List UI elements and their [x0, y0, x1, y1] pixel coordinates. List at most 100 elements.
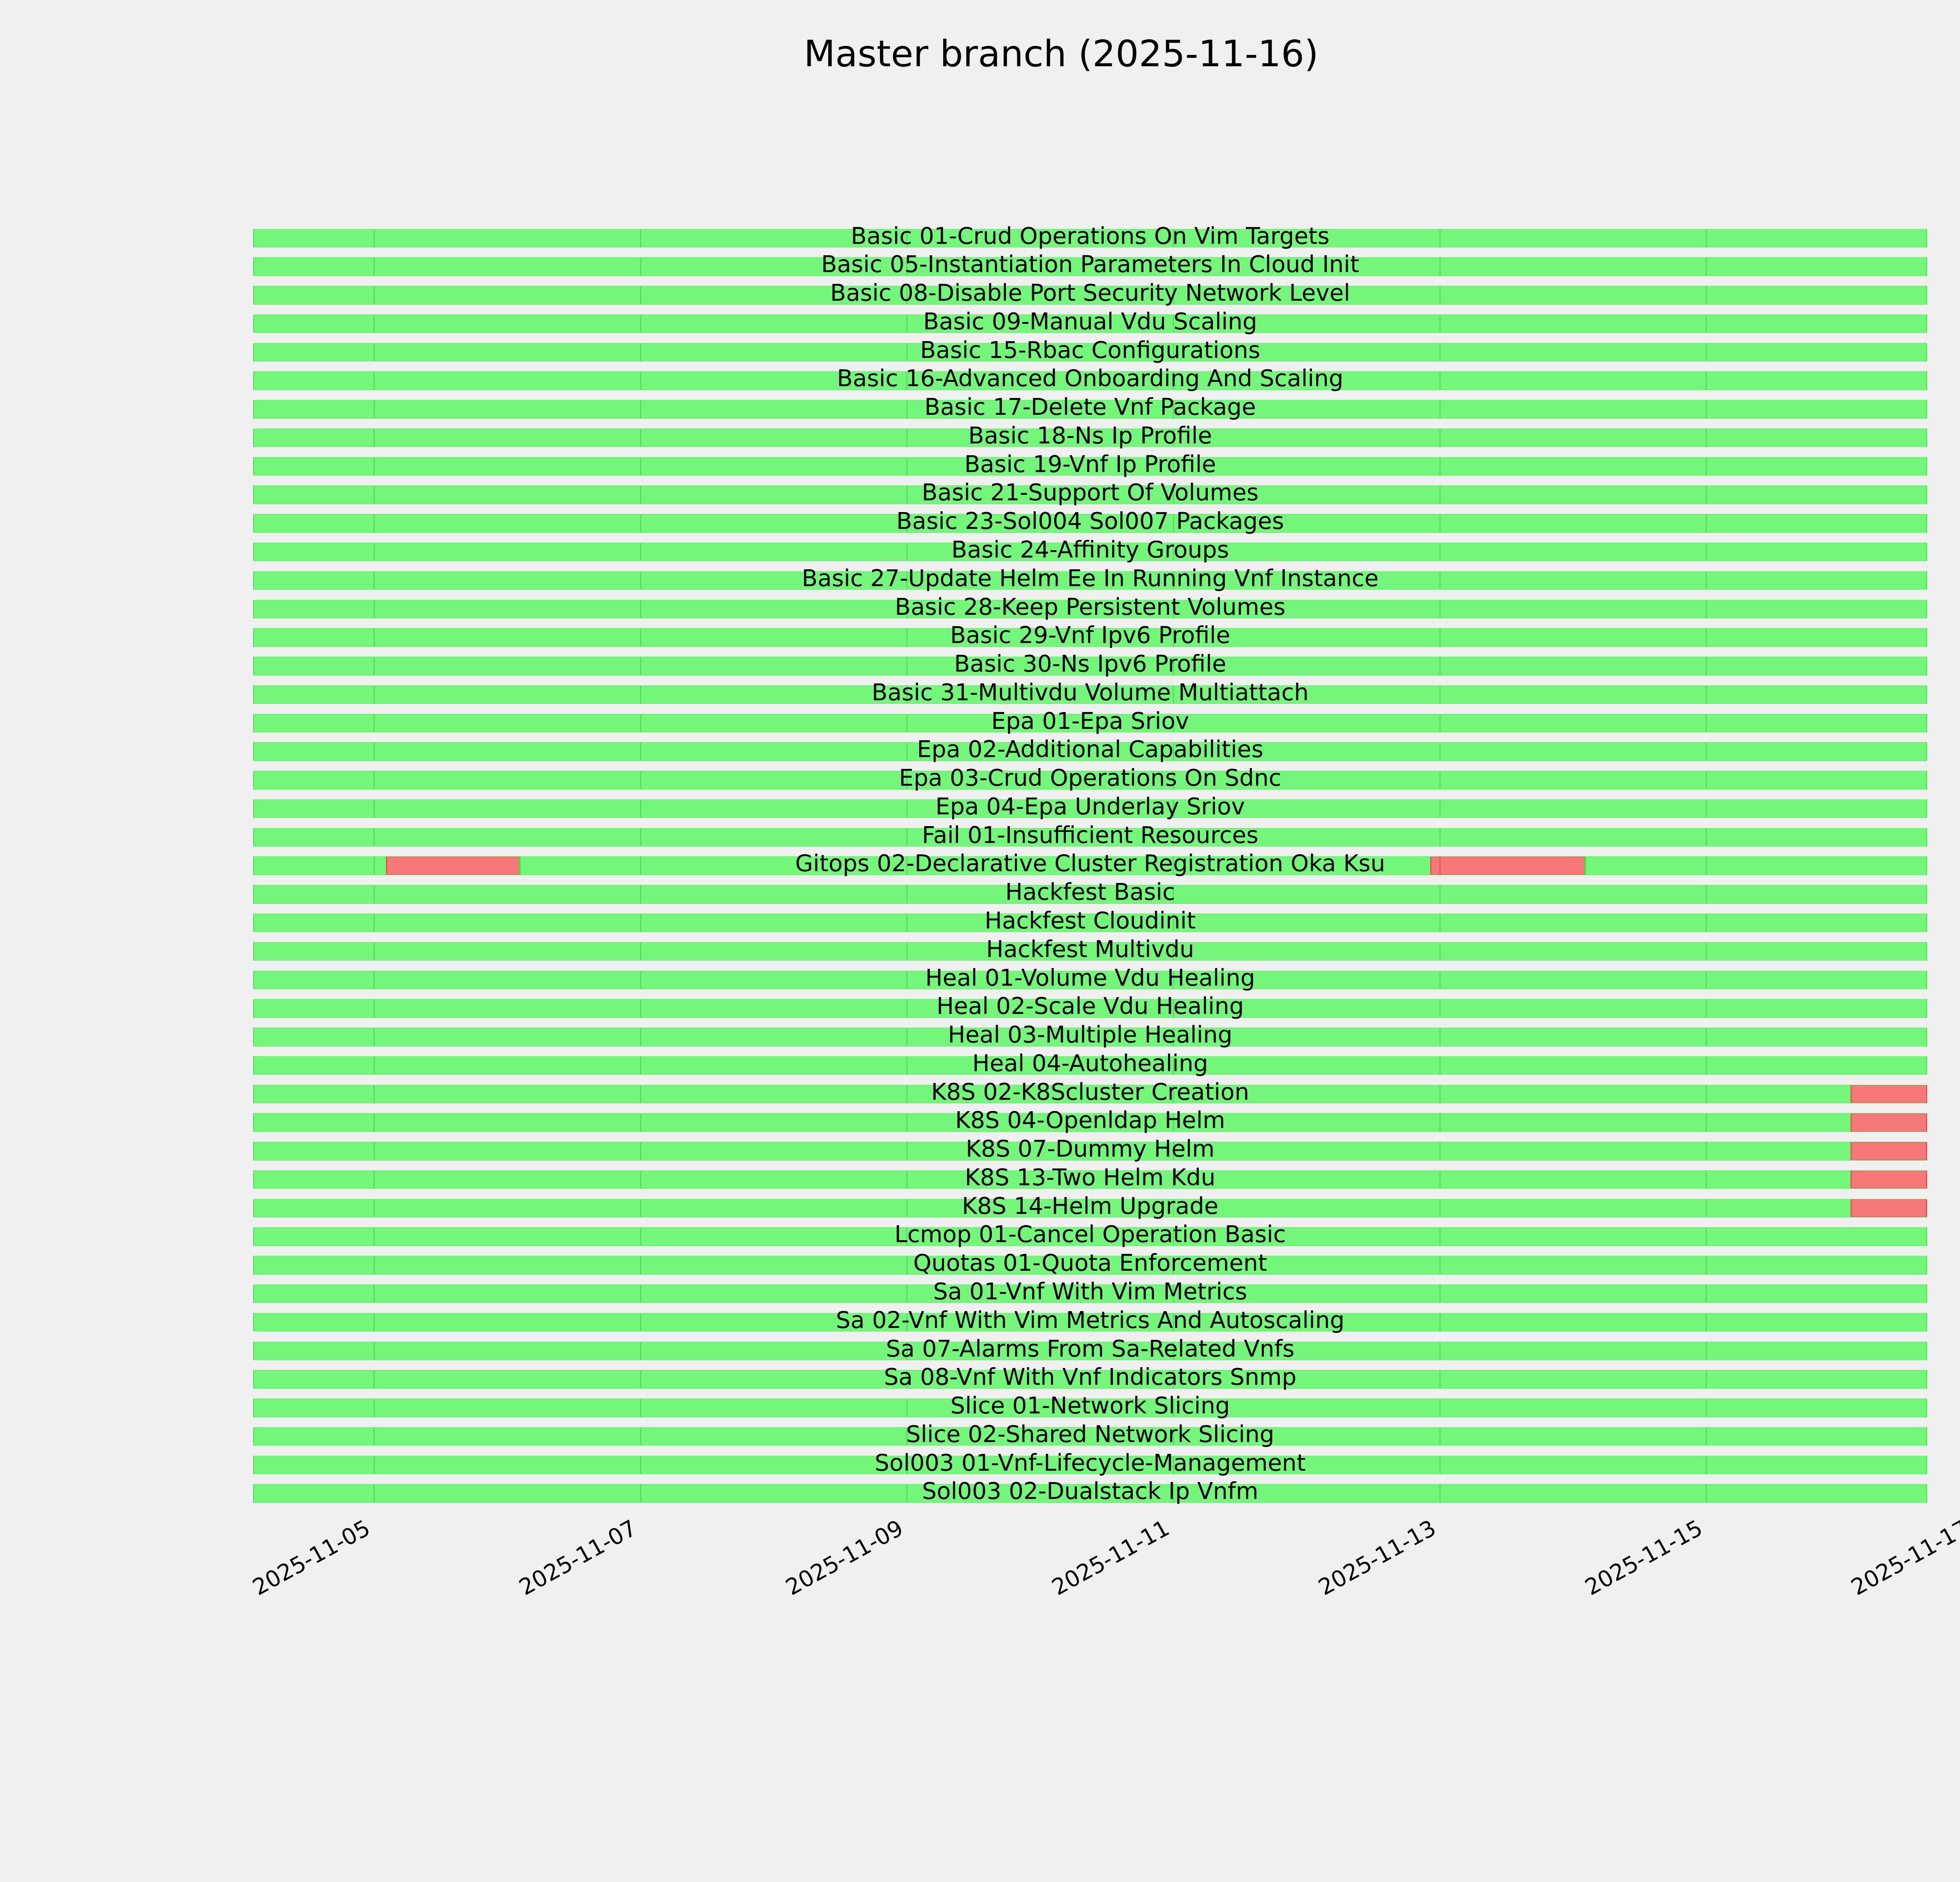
run-boundary-line [1706, 314, 1707, 333]
run-boundary-line [906, 457, 908, 476]
run-boundary-line [640, 258, 641, 276]
test-bar [253, 856, 1927, 875]
run-boundary-line [374, 743, 375, 761]
run-boundary-line [640, 657, 641, 675]
test-bar [253, 799, 1927, 818]
run-boundary-line [640, 1456, 641, 1474]
run-boundary-line [906, 971, 908, 989]
run-boundary-line [1439, 942, 1441, 961]
test-bar [253, 1341, 1927, 1361]
run-boundary-line [374, 799, 375, 818]
test-bar [253, 714, 1927, 733]
run-boundary-line [1706, 229, 1707, 247]
run-boundary-line [374, 714, 375, 732]
test-bar [253, 1028, 1927, 1046]
run-boundary-line [906, 343, 908, 362]
run-boundary-line [1706, 372, 1707, 390]
test-label: Basic 17-Delete Vnf Package [924, 393, 1256, 421]
run-boundary-line [374, 914, 375, 932]
test-bar [253, 1227, 1927, 1246]
test-label: Slice 02-Shared Network Slicing [906, 1420, 1274, 1448]
run-boundary-line [1439, 486, 1441, 504]
chart-title: Master branch (2025-11-16) [804, 33, 1319, 75]
run-boundary-line [906, 1170, 908, 1189]
run-boundary-line [1706, 771, 1707, 789]
run-boundary-line [640, 457, 641, 476]
run-boundary-line [1439, 286, 1441, 304]
run-boundary-line [1439, 1399, 1441, 1417]
run-boundary-line [374, 1170, 375, 1189]
run-boundary-line [1173, 657, 1174, 675]
run-boundary-line [906, 258, 908, 276]
test-label: Epa 03-Crud Operations On Sdnc [899, 764, 1281, 792]
run-boundary-line [1439, 543, 1441, 561]
test-label: Basic 19-Vnf Ip Profile [964, 450, 1216, 478]
run-boundary-line [1706, 914, 1707, 932]
run-boundary-line [374, 1085, 375, 1103]
run-boundary-line [1439, 429, 1441, 447]
run-boundary-line [640, 1056, 641, 1075]
x-tick-label: 2025-11-07 [515, 1515, 641, 1601]
run-boundary-line [1173, 971, 1174, 989]
run-boundary-line [1173, 799, 1174, 818]
run-boundary-line [1173, 343, 1174, 362]
run-boundary-line [640, 1199, 641, 1217]
test-label: Hackfest Cloudinit [984, 906, 1196, 934]
test-bar [253, 885, 1927, 904]
run-boundary-line [1706, 1484, 1707, 1502]
test-label: Basic 16-Advanced Onboarding And Scaling [837, 365, 1344, 392]
run-boundary-line [374, 771, 375, 789]
run-boundary-line [1173, 885, 1174, 903]
run-boundary-line [906, 629, 908, 647]
run-boundary-line [374, 1056, 375, 1075]
test-label: Basic 28-Keep Persistent Volumes [895, 593, 1286, 620]
run-boundary-line [1173, 1142, 1174, 1160]
run-boundary-line [640, 885, 641, 903]
run-boundary-line [906, 857, 908, 875]
run-boundary-line [374, 457, 375, 476]
run-boundary-line [1706, 1456, 1707, 1474]
test-bar [253, 970, 1927, 990]
run-boundary-line [374, 543, 375, 561]
run-boundary-line [640, 1399, 641, 1417]
run-boundary-line [1706, 799, 1707, 818]
run-boundary-line [1439, 1228, 1441, 1246]
run-boundary-line [1706, 1114, 1707, 1132]
run-boundary-line [640, 1114, 641, 1132]
run-boundary-line [906, 1284, 908, 1303]
run-boundary-line [1439, 314, 1441, 333]
run-boundary-line [640, 1256, 641, 1274]
run-boundary-line [1173, 999, 1174, 1017]
run-boundary-line [374, 1427, 375, 1446]
run-boundary-line [374, 971, 375, 989]
run-boundary-line [374, 1484, 375, 1502]
run-boundary-line [640, 372, 641, 390]
run-boundary-line [374, 1284, 375, 1303]
test-label: Basic 23-Sol004 Sol007 Packages [896, 507, 1284, 535]
run-boundary-line [519, 857, 521, 875]
run-boundary-line [374, 514, 375, 532]
run-boundary-line [1706, 885, 1707, 903]
run-boundary-line [1706, 743, 1707, 761]
run-boundary-line [1706, 1142, 1707, 1160]
run-boundary-line [374, 857, 375, 875]
fail-segment [1851, 1142, 1927, 1160]
run-boundary-line [1439, 685, 1441, 704]
run-boundary-line [1706, 1228, 1707, 1246]
run-boundary-line [1706, 1313, 1707, 1332]
test-label: Basic 09-Manual Vdu Scaling [923, 307, 1258, 335]
run-boundary-line [1706, 714, 1707, 732]
run-boundary-line [906, 885, 908, 903]
test-label: Sa 07-Alarms From Sa-Related Vnfs [886, 1335, 1295, 1362]
run-boundary-line [1706, 685, 1707, 704]
run-boundary-line [1439, 229, 1441, 247]
test-bar [253, 1370, 1927, 1389]
run-boundary-line [374, 1456, 375, 1474]
run-boundary-line [374, 885, 375, 903]
run-boundary-line [1706, 629, 1707, 647]
fail-segment [1430, 857, 1585, 875]
test-label: Basic 30-Ns Ipv6 Profile [954, 650, 1227, 678]
fail-segment [386, 857, 519, 875]
run-boundary-line [906, 1199, 908, 1217]
test-bar [253, 1284, 1927, 1303]
